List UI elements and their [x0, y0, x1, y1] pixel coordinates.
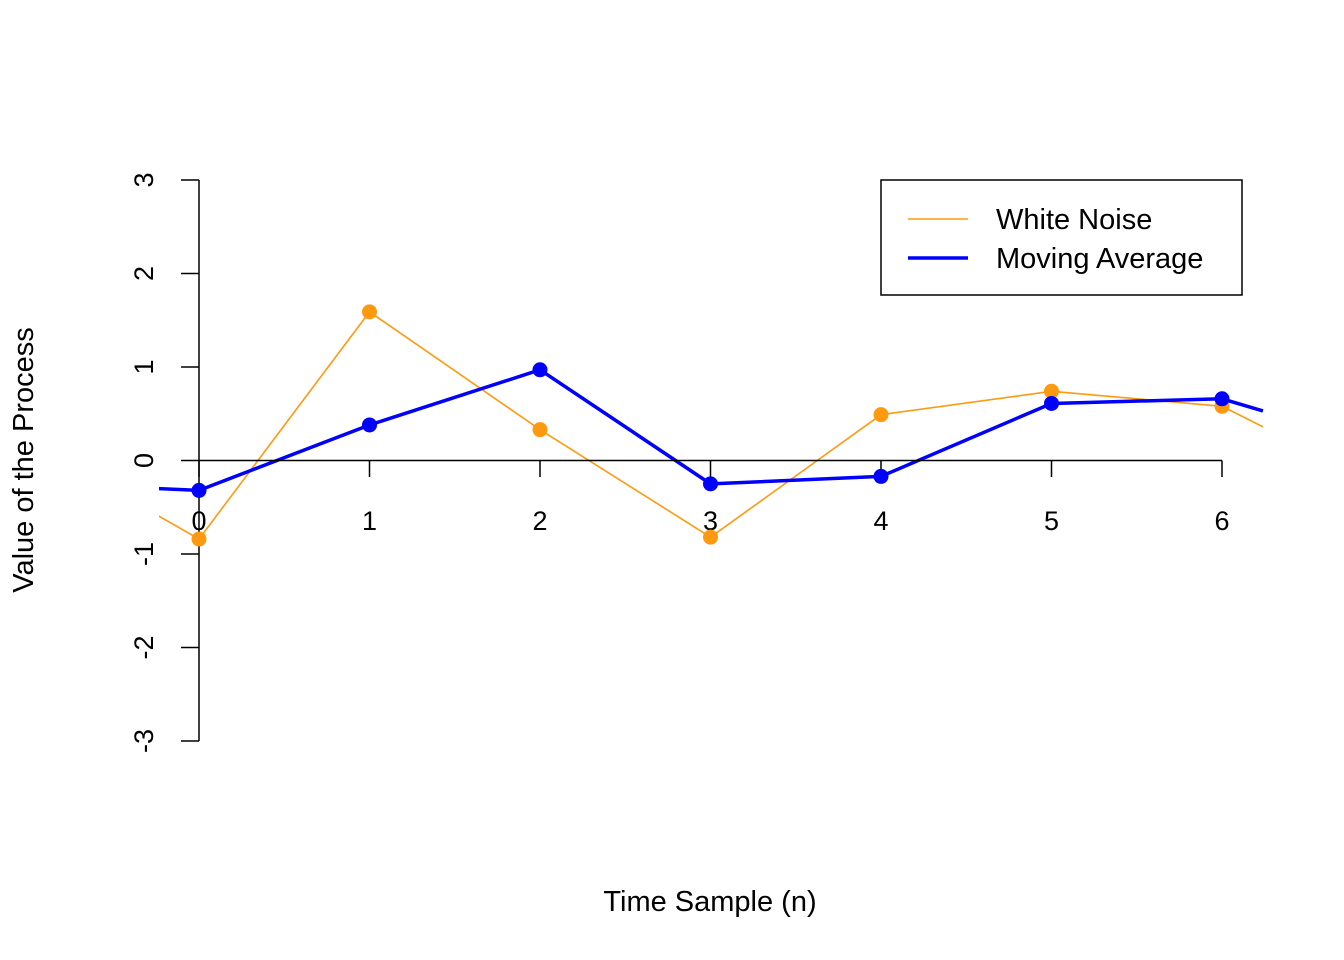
point-moving-average-5: [1044, 395, 1059, 411]
x-tick-label-0: 0: [191, 506, 206, 536]
data-points: [191, 304, 1230, 547]
x-tick-label-6: 6: [1214, 506, 1229, 536]
point-moving-average-6: [1214, 391, 1230, 407]
x-tick-label-1: 1: [362, 506, 377, 536]
y-axis-ticks: -3 -2 -1 0 1 2 3: [129, 172, 199, 753]
point-white-noise-0: [191, 531, 207, 547]
legend-box: [880, 179, 1243, 296]
y-tick-label-0: -3: [129, 729, 159, 753]
point-white-noise-4: [873, 407, 889, 423]
y-axis-title: Value of the Process: [8, 327, 40, 592]
y-tick-label-4: 1: [129, 359, 159, 374]
plot-area: [159, 311, 1264, 540]
y-tick-label-5: 2: [129, 266, 159, 281]
y-tick-label-1: -2: [129, 635, 159, 659]
point-moving-average-0: [191, 482, 207, 498]
legend-label-white-noise: White Noise: [996, 204, 1152, 236]
x-tick-label-2: 2: [532, 506, 547, 536]
x-axis-ticks: 0 1 2 3 4 5 6: [191, 460, 1230, 536]
x-tick-label-5: 5: [1044, 506, 1059, 536]
point-moving-average-4: [873, 468, 889, 484]
y-tick-label-6: 3: [129, 172, 159, 187]
point-white-noise-1: [362, 304, 377, 320]
point-moving-average-3: [703, 476, 718, 492]
legend: White Noise Moving Average: [880, 179, 1243, 296]
y-tick-label-2: -1: [129, 542, 159, 566]
x-tick-label-3: 3: [703, 506, 718, 536]
x-tick-label-4: 4: [873, 506, 888, 536]
point-white-noise-3: [703, 529, 718, 545]
y-tick-label-3: 0: [129, 453, 159, 468]
legend-label-moving-average: Moving Average: [996, 243, 1203, 275]
x-axis-title: Time Sample (n): [603, 886, 816, 918]
point-moving-average-1: [362, 417, 377, 433]
point-white-noise-5: [1044, 383, 1059, 399]
point-moving-average-2: [532, 362, 548, 378]
series-line-white-noise: [159, 311, 1264, 540]
point-white-noise-2: [532, 422, 548, 438]
